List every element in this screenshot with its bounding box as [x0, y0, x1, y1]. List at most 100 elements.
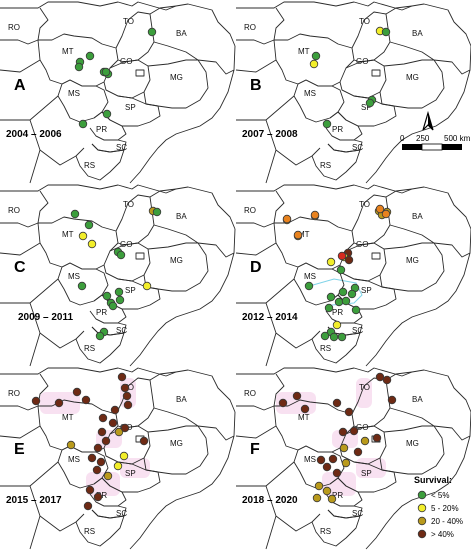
survival-point [84, 220, 94, 230]
survival-point [322, 486, 332, 496]
panel-letter: F [250, 441, 260, 458]
survival-point [337, 251, 347, 261]
state-label-rs: RS [84, 344, 95, 353]
state-label-ms: MS [68, 455, 80, 464]
basemap [235, 1, 471, 184]
survival-point [338, 287, 348, 297]
survival-point [282, 214, 292, 224]
legend-label: > 40% [431, 530, 454, 539]
map-panel-d: RO TO BA MT GO MG MS SP PR SC RS D 2012 – 2014 [235, 184, 471, 367]
state-label-ba: BA [412, 212, 423, 221]
state-label-sp: SP [125, 103, 136, 112]
state-label-mt: MT [298, 413, 310, 422]
state-label-rs: RS [320, 344, 331, 353]
survival-point [74, 62, 84, 72]
state-label-sp: SP [125, 286, 136, 295]
state-label-sp: SP [361, 469, 372, 478]
survival-point [293, 230, 303, 240]
survival-point [98, 413, 108, 423]
survival-point [336, 265, 346, 275]
survival-point [78, 119, 88, 129]
survival-point [324, 303, 334, 313]
state-label-mg: MG [170, 439, 183, 448]
basemap [235, 184, 471, 367]
habitat-tint [332, 430, 358, 448]
state-label-sp: SP [361, 286, 372, 295]
state-label-mg: MG [406, 439, 419, 448]
survival-point [103, 471, 113, 481]
survival-point [320, 331, 330, 341]
survival-point [120, 383, 130, 393]
state-label-mg: MG [406, 73, 419, 82]
state-label-mt: MT [62, 230, 74, 239]
survival-point [95, 331, 105, 341]
survival-point [300, 404, 310, 414]
survival-point [326, 292, 336, 302]
survival-point [327, 494, 337, 504]
legend-label: 20 - 40% [431, 517, 463, 526]
map-panel-b: RO TO BA MT GO MG MS SP PR SC RS B 2007 – 2008 [235, 1, 471, 184]
state-label-mg: MG [170, 73, 183, 82]
state-label-mt: MT [62, 47, 74, 56]
state-label-sc: SC [116, 143, 127, 152]
survival-point [101, 436, 111, 446]
survival-point [353, 447, 363, 457]
state-label-ro: RO [8, 389, 20, 398]
survival-point [322, 119, 332, 129]
survival-point [278, 398, 288, 408]
survival-point [316, 455, 326, 465]
state-label-ro: RO [8, 23, 20, 32]
survival-point [66, 440, 76, 450]
state-label-pr: PR [332, 125, 343, 134]
state-label-to: TO [123, 200, 134, 209]
survival-point [78, 231, 88, 241]
survival-point [115, 295, 125, 305]
state-label-mt: MT [62, 413, 74, 422]
survival-point [116, 250, 126, 260]
state-label-ba: BA [412, 29, 423, 38]
state-label-pr: PR [332, 308, 343, 317]
survival-point [152, 207, 162, 217]
survival-point [114, 287, 124, 297]
state-label-ba: BA [412, 395, 423, 404]
state-label-rs: RS [84, 161, 95, 170]
survival-point [122, 391, 132, 401]
habitat-tint [356, 378, 372, 408]
survival-point [332, 468, 342, 478]
survival-point [31, 396, 41, 406]
period-label: 2018 – 2020 [242, 495, 298, 506]
survival-point [93, 443, 103, 453]
state-label-ro: RO [244, 389, 256, 398]
map-panel-e: ROTOBAMTGOMGMSSPPRSCRSE2015 – 2017 [0, 367, 236, 550]
legend-label: 5 - 20% [431, 504, 459, 513]
state-label-ba: BA [176, 212, 187, 221]
basemap [0, 184, 236, 367]
period-label: 2009 – 2011 [18, 312, 73, 323]
survival-point [347, 289, 357, 299]
map-panel-a: RO TO BA MT GO MG MS SP PR SC RS A 2004 – 2006 [0, 1, 236, 184]
survival-point [54, 398, 64, 408]
state-label-pr: PR [96, 308, 107, 317]
state-label-sp: SP [361, 103, 372, 112]
survival-point [311, 51, 321, 61]
survival-point [365, 98, 375, 108]
survival-point [375, 372, 385, 382]
survival-point [85, 51, 95, 61]
survival-point [102, 291, 112, 301]
survival-point [337, 332, 347, 342]
survival-point [77, 281, 87, 291]
scale-bar: 0 250 500 km [400, 134, 471, 151]
survival-point [344, 255, 354, 265]
state-label-ms: MS [304, 89, 316, 98]
survival-point [119, 451, 129, 461]
period-label: 2004 – 2006 [6, 129, 62, 140]
survival-point [102, 109, 112, 119]
survival-point [372, 433, 382, 443]
survival-point [292, 391, 302, 401]
survival-point [92, 465, 102, 475]
state-label-go: GO [356, 240, 368, 249]
state-label-sc: SC [352, 509, 363, 518]
scale-label: 500 km [444, 134, 471, 143]
survival-point [382, 375, 392, 385]
